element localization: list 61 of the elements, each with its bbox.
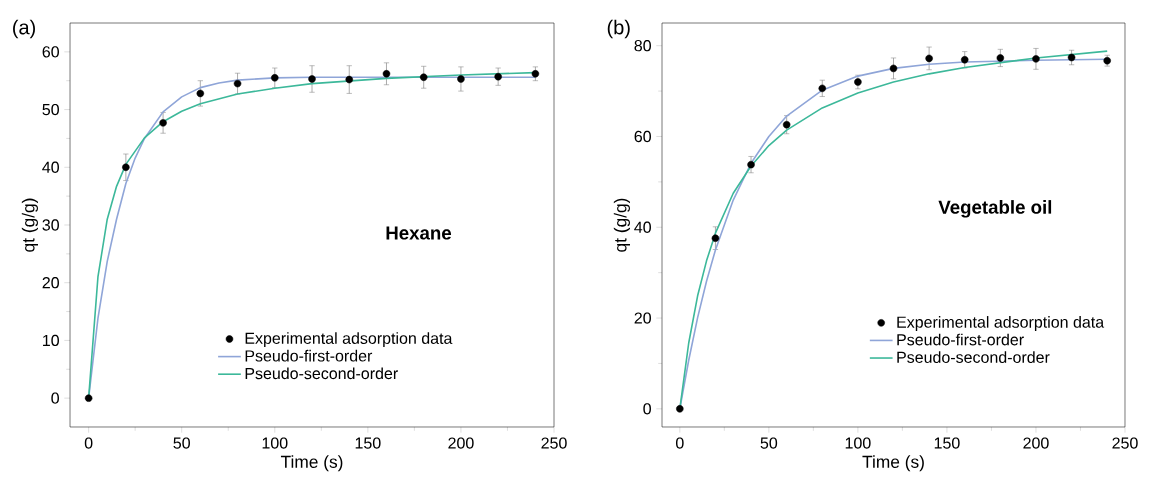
- legend-label: Pseudo-second-order: [897, 351, 1050, 363]
- point: [711, 234, 720, 242]
- point: [233, 79, 242, 88]
- x-tick-label: 100: [262, 437, 288, 449]
- y-tick-label: 20: [634, 312, 651, 324]
- x-tick-label: 150: [355, 437, 381, 449]
- y-tick-label: 60: [42, 46, 59, 58]
- point: [457, 75, 465, 83]
- x-tick-label: 200: [448, 437, 474, 449]
- x-tick-label: 0: [84, 437, 93, 449]
- chart-title: (a): [13, 19, 35, 39]
- point: [419, 73, 428, 81]
- x-tick-label: 250: [1112, 437, 1138, 449]
- point: [889, 64, 898, 73]
- point: [494, 72, 502, 81]
- x-tick-label: 250: [541, 437, 567, 449]
- x-tick-label: 150: [934, 437, 960, 449]
- y-tick-label: 30: [42, 219, 59, 231]
- x-tick-label: 0: [675, 437, 684, 449]
- x-tick-label: 50: [173, 437, 190, 449]
- point: [818, 84, 827, 93]
- point: [782, 120, 791, 129]
- y-tick-label: 0: [643, 403, 651, 415]
- point: [271, 74, 279, 82]
- x-axis-title: Time (s): [280, 455, 343, 472]
- x-tick-label: 100: [845, 437, 871, 449]
- y-tick-label: 10: [43, 334, 59, 347]
- chart-title: (b): [607, 19, 630, 39]
- point: [196, 89, 205, 98]
- legend-label: Pseudo-second-order: [245, 367, 398, 380]
- legend-label: Experimental adsorption data: [897, 316, 1105, 331]
- x-axis-title: Time (s): [862, 455, 924, 472]
- y-tick-label: 20: [42, 277, 59, 289]
- point: [854, 78, 862, 86]
- annotation: Vegetable oil: [938, 200, 1052, 218]
- annotation: Hexane: [386, 226, 452, 240]
- point: [747, 160, 755, 169]
- y-tick-label: 40: [42, 161, 59, 173]
- y-tick-label: 40: [634, 221, 651, 233]
- y-tick-label: 60: [634, 130, 651, 143]
- y-tick-label: 50: [42, 103, 59, 116]
- legend-label: Pseudo-first-order: [245, 349, 373, 362]
- point: [996, 54, 1005, 62]
- y-axis-title: qt (g/g): [21, 198, 38, 252]
- point: [1032, 55, 1040, 63]
- point: [159, 119, 167, 127]
- point: [122, 163, 130, 172]
- y-axis-title: qt (g/g): [613, 198, 630, 252]
- point: [531, 70, 540, 78]
- point: [382, 70, 391, 78]
- y-tick-label: 80: [634, 40, 651, 52]
- y-tick-label: 0: [51, 392, 59, 404]
- legend-label: Experimental adsorption data: [245, 332, 453, 348]
- point: [925, 54, 933, 63]
- point: [308, 75, 316, 83]
- point: [345, 75, 353, 84]
- point: [960, 56, 969, 64]
- point: [1067, 53, 1076, 62]
- legend-label: Pseudo-first-order: [897, 333, 1024, 346]
- x-tick-label: 200: [1023, 437, 1049, 449]
- x-tick-label: 50: [760, 437, 778, 449]
